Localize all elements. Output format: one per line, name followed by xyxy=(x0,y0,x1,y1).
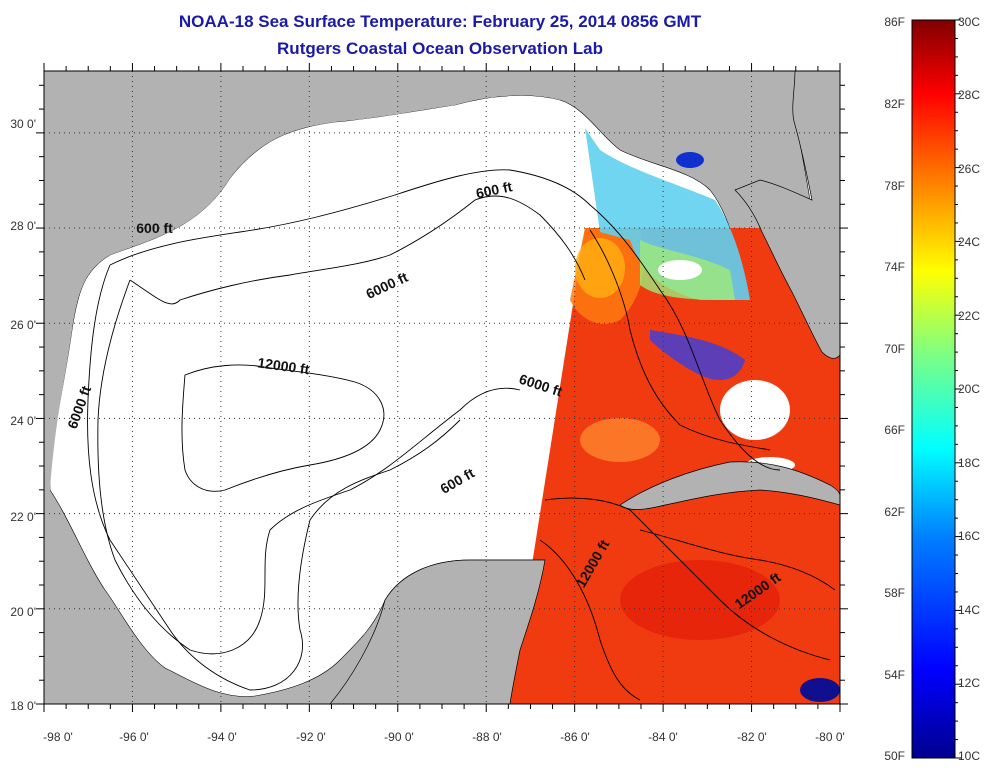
lat-label-28: 28 0' xyxy=(10,219,36,233)
sst-warm-patch xyxy=(575,238,625,298)
contour-caribbean-12000ft xyxy=(544,497,831,661)
contour-600ft xyxy=(109,169,781,471)
sst-warm-patch xyxy=(580,418,660,462)
florida-land xyxy=(734,71,840,359)
cb-f-label-62: 62F xyxy=(884,505,905,519)
cb-f-label-82: 82F xyxy=(884,97,905,111)
sst-cool-shelf xyxy=(585,128,750,300)
cb-f-label-58: 58F xyxy=(884,586,905,600)
cb-c-label-24: 24C xyxy=(958,235,980,249)
lat-label-18: 18 0' xyxy=(10,699,36,713)
sst-hot-patch xyxy=(620,560,780,640)
contour-12000ft xyxy=(181,364,385,492)
lon-label-8: -82 0' xyxy=(737,730,767,744)
mexico-land xyxy=(44,71,580,704)
lon-label-9: -80 0' xyxy=(815,730,845,744)
contour-label: 12000 ft xyxy=(257,354,311,377)
colorbar-gradient xyxy=(911,19,956,759)
yucatan-land xyxy=(329,559,546,704)
axis-ticks xyxy=(36,63,848,712)
map-subtitle: Rutgers Coastal Ocean Observation Lab xyxy=(277,39,603,58)
cloud-patch xyxy=(658,260,702,280)
lat-label-24: 24 0' xyxy=(10,414,36,428)
lat-label-20: 20 0' xyxy=(10,605,36,619)
temperature-colorbar: 86F 82F 78F 74F 70F 66F 62F 58F 54F 50F … xyxy=(884,15,980,763)
cb-f-label-54: 54F xyxy=(884,668,905,682)
map-title: NOAA-18 Sea Surface Temperature: Februar… xyxy=(178,12,702,31)
contour-600ft-south xyxy=(87,264,461,691)
cb-c-label-14: 14C xyxy=(958,603,980,617)
lon-label-2: -94 0' xyxy=(207,730,237,744)
cb-c-label-22: 22C xyxy=(958,309,980,323)
cb-f-label-66: 66F xyxy=(884,423,905,437)
cloud-patch xyxy=(720,380,790,440)
lon-label-4: -90 0' xyxy=(384,730,414,744)
graticule xyxy=(44,71,840,704)
lon-label-6: -86 0' xyxy=(560,730,590,744)
lon-label-3: -92 0' xyxy=(296,730,326,744)
colorbar-ticks xyxy=(955,19,961,759)
lon-label-0: -98 0' xyxy=(43,730,73,744)
cb-f-label-78: 78F xyxy=(884,179,905,193)
cb-c-label-16: 16C xyxy=(958,529,980,543)
lon-label-7: -84 0' xyxy=(648,730,678,744)
cb-c-label-20: 20C xyxy=(958,382,980,396)
contour-label: 600 ft xyxy=(474,178,513,201)
cb-c-label-18: 18C xyxy=(958,456,980,470)
sst-cold-patch xyxy=(676,152,704,168)
cb-c-label-30: 30C xyxy=(958,15,980,29)
contour-6000ft xyxy=(129,195,586,305)
cb-c-label-26: 26C xyxy=(958,162,980,176)
cb-f-label-86: 86F xyxy=(884,15,905,29)
sst-cold-blue xyxy=(650,330,745,380)
cb-c-label-12: 12C xyxy=(958,676,980,690)
cb-f-label-50: 50F xyxy=(884,749,905,763)
contour-east-shelf xyxy=(589,229,771,451)
cb-f-label-74: 74F xyxy=(884,260,905,274)
lat-label-22: 22 0' xyxy=(10,510,36,524)
contour-caribbean-6000ft xyxy=(539,539,641,701)
lon-label-5: -88 0' xyxy=(472,730,502,744)
cb-f-label-70: 70F xyxy=(884,342,905,356)
cb-c-label-10: 10C xyxy=(958,749,980,763)
lat-label-26: 26 0' xyxy=(10,318,36,332)
lon-label-1: -96 0' xyxy=(119,730,149,744)
sst-cold-patch xyxy=(800,678,840,702)
contour-caribbean-east xyxy=(639,529,836,591)
lat-label-30: 30 0' xyxy=(10,117,36,131)
contour-6000ft-west xyxy=(97,279,521,655)
cb-c-label-28: 28C xyxy=(958,88,980,102)
bathymetry-contours xyxy=(87,169,836,701)
